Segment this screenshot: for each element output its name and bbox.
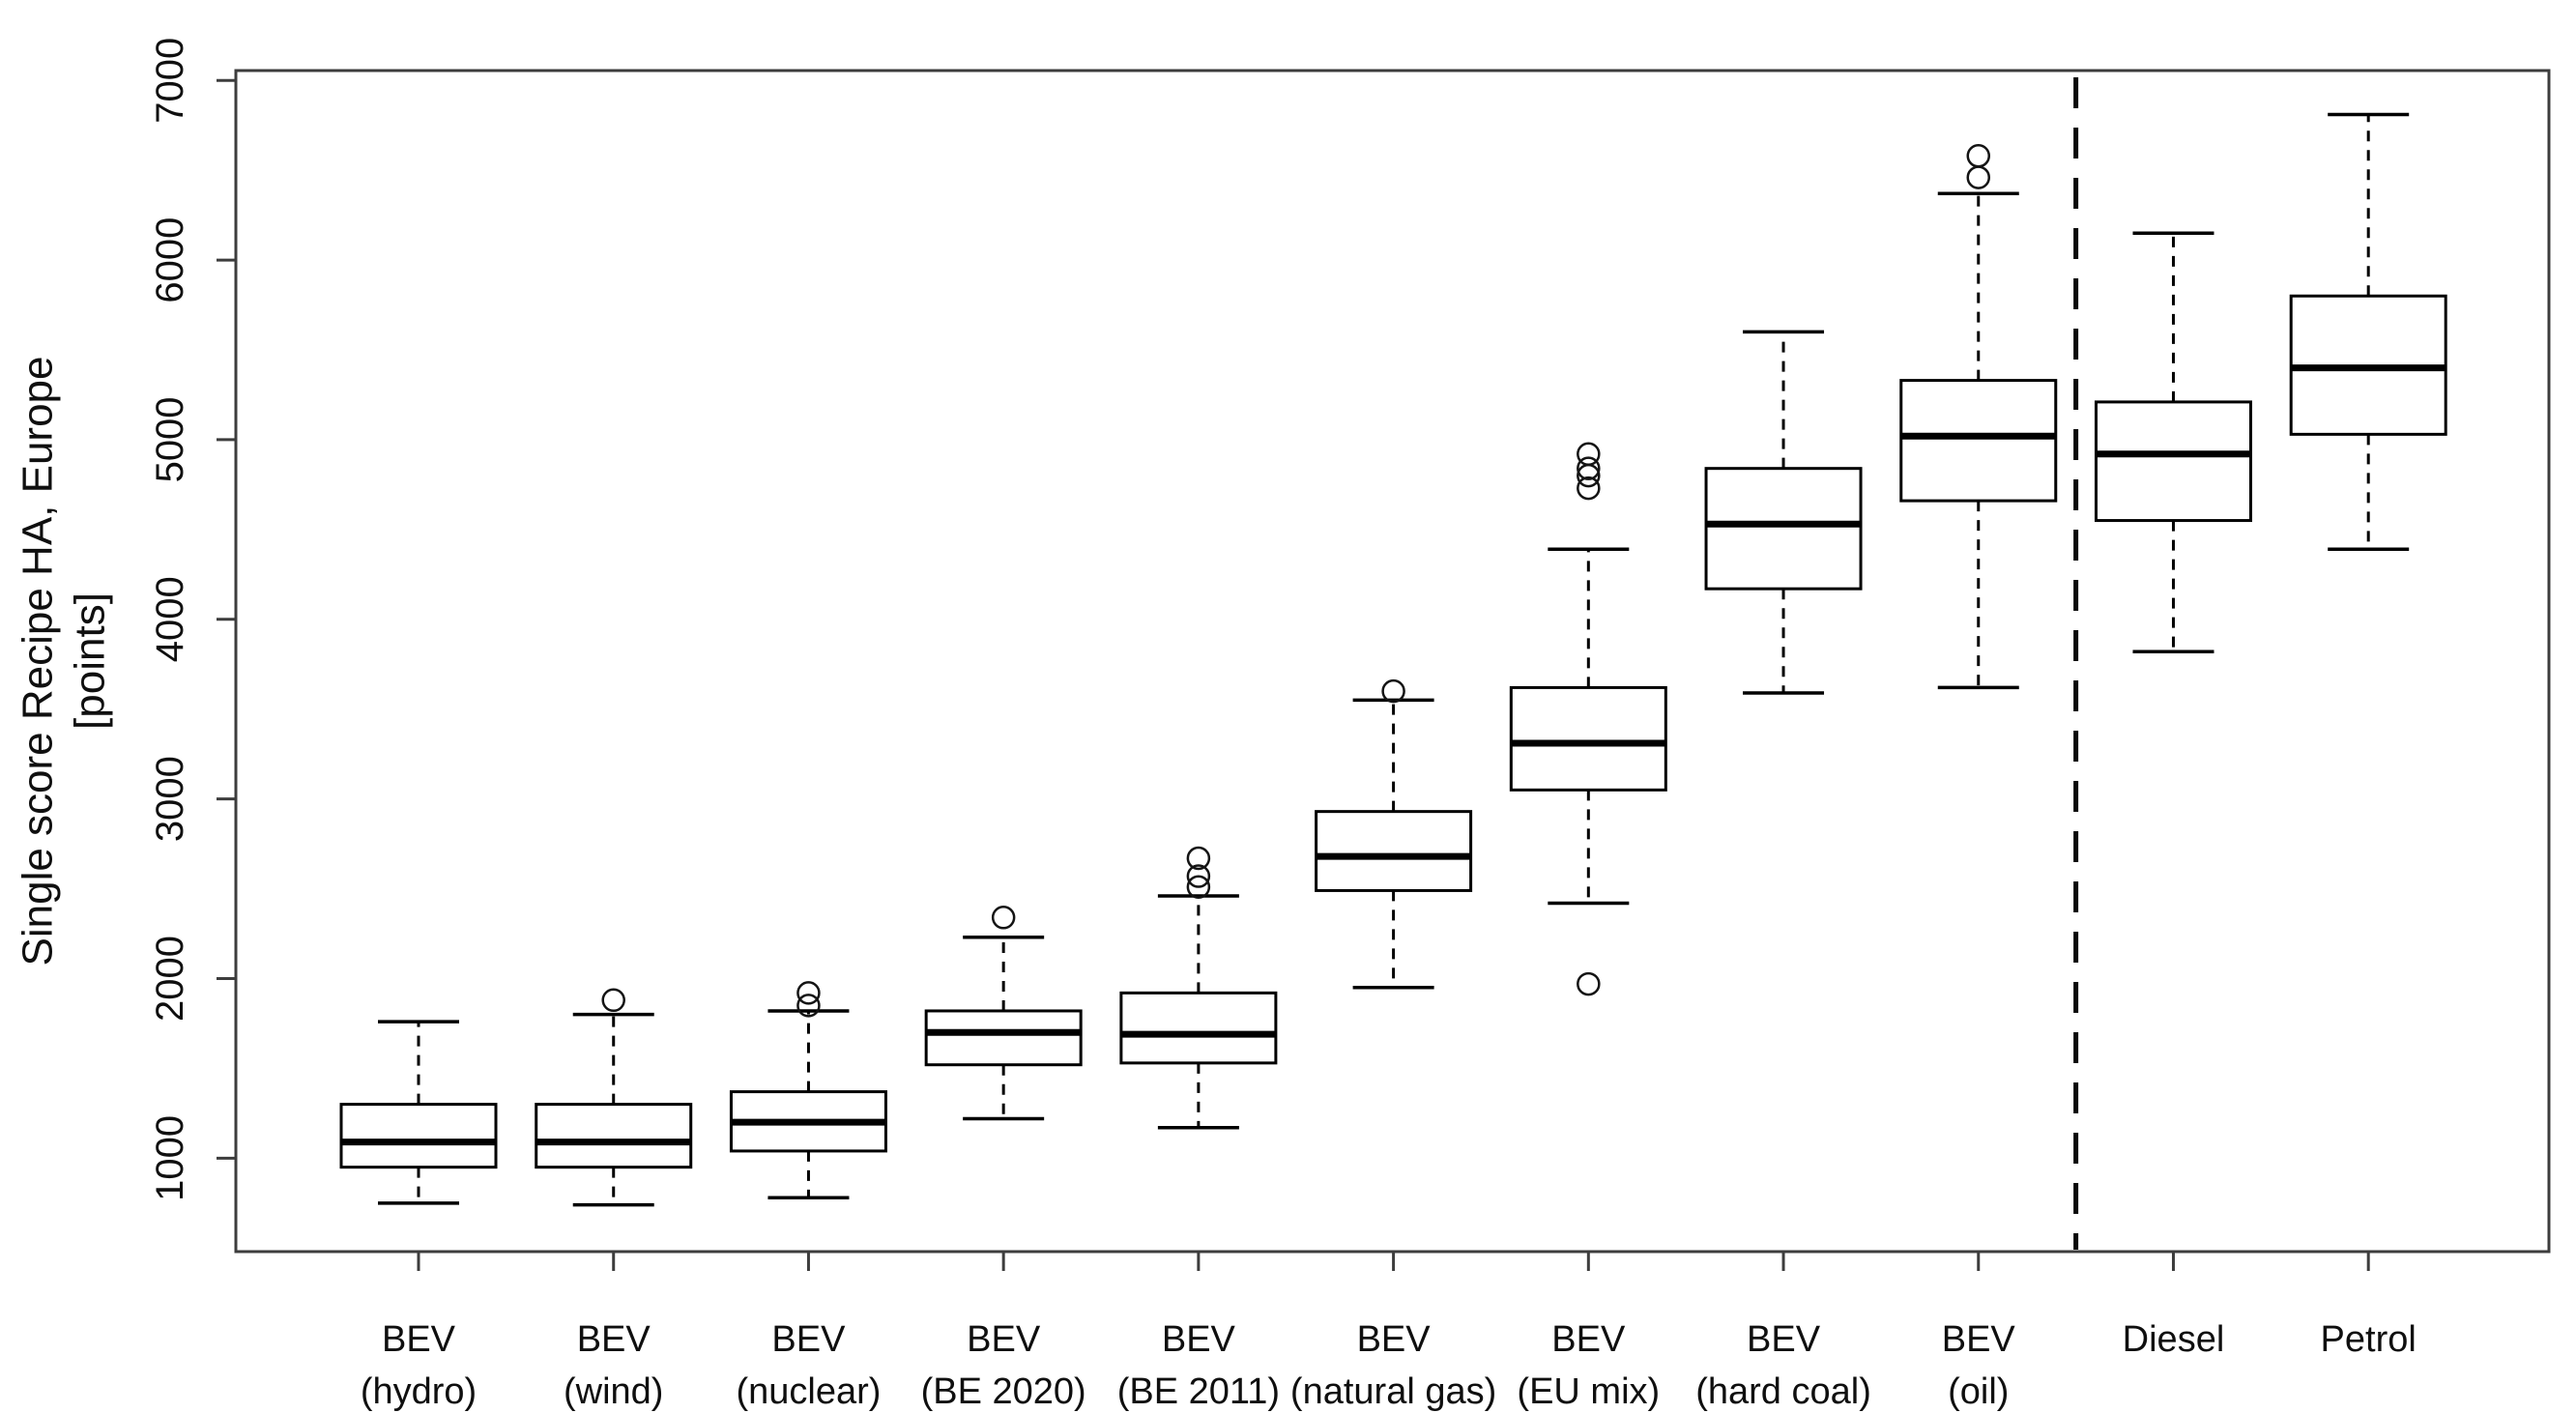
y-tick-label-5000: 5000: [149, 396, 191, 482]
outlier-point: [1381, 678, 1405, 704]
boxplot-bev-nuclear: [729, 981, 887, 1199]
x-tick-label-bev-be-2011: BEV: [1162, 1319, 1236, 1360]
x-tick-label-petrol: Petrol: [2321, 1319, 2417, 1360]
iqr-box: [1704, 467, 1863, 591]
boxplot-bev-be-2011: [1119, 846, 1278, 1130]
y-tick-label-7000: 7000: [149, 38, 191, 124]
x-tick-label2-bev-be-2011: (BE 2011): [1117, 1371, 1280, 1412]
iqr-box: [1119, 991, 1278, 1065]
outlier-point: [796, 981, 821, 1005]
boxplot-bev-hard-coal: [1704, 330, 1863, 695]
boxplot-bev-hydro: [339, 1020, 498, 1205]
x-tick-label2-bev-be-2020: (BE 2020): [921, 1371, 1086, 1412]
outlier-point: [1577, 442, 1601, 467]
y-tick-label-3000: 3000: [149, 756, 191, 842]
x-tick-label2-bev-wind: (wind): [564, 1371, 663, 1412]
outlier-point: [1966, 144, 1991, 168]
outlier-point: [1577, 456, 1601, 480]
outlier-point: [1186, 875, 1211, 899]
outlier-point: [1577, 476, 1601, 501]
boxplot-bev-be-2020: [924, 906, 1083, 1121]
y-tick-label-6000: 6000: [149, 217, 191, 303]
x-tick-label-bev-be-2020: BEV: [967, 1319, 1041, 1360]
x-tick-label-bev-nuclear: BEV: [771, 1319, 846, 1360]
iqr-box: [535, 1103, 693, 1169]
boxplot-bev-oil: [1899, 144, 2058, 690]
outlier-point: [601, 988, 625, 1013]
x-tick-label2-bev-hydro: (hydro): [361, 1371, 477, 1412]
outlier-point: [991, 906, 1016, 930]
iqr-box: [2094, 400, 2252, 523]
x-tick-label-bev-wind: BEV: [577, 1319, 651, 1360]
x-tick-label2-bev-eu-mix: (EU mix): [1517, 1371, 1660, 1412]
x-tick-label2-bev-natural-gas: (natural gas): [1290, 1371, 1496, 1412]
plot-border: [234, 69, 2551, 1254]
outlier-point: [1186, 846, 1211, 871]
outlier-point: [1577, 971, 1601, 996]
iqr-box: [1899, 379, 2058, 503]
y-tick-label-2000: 2000: [149, 936, 191, 1022]
iqr-box: [924, 1009, 1083, 1067]
y-tick-label-4000: 4000: [149, 576, 191, 662]
outlier-point: [796, 994, 821, 1018]
boxplot-petrol: [2289, 112, 2447, 552]
x-tick-label-bev-eu-mix: BEV: [1551, 1319, 1626, 1360]
iqr-box: [339, 1103, 498, 1169]
x-tick-label2-bev-oil: (oil): [1948, 1371, 2009, 1412]
x-tick-label-bev-hard-coal: BEV: [1747, 1319, 1821, 1360]
x-tick-label-bev-hydro: BEV: [382, 1319, 456, 1360]
x-tick-label-bev-oil: BEV: [1942, 1319, 2016, 1360]
y-tick-label-1000: 1000: [149, 1115, 191, 1201]
boxplot-bev-natural-gas: [1315, 678, 1473, 990]
x-tick-label2-bev-nuclear: (nuclear): [736, 1371, 881, 1412]
boxplot-bev-eu-mix: [1509, 442, 1667, 996]
iqr-box: [1315, 810, 1473, 892]
x-tick-label2-bev-hard-coal: (hard coal): [1695, 1371, 1871, 1412]
iqr-box: [1509, 685, 1667, 792]
boxplot-bev-wind: [535, 988, 693, 1207]
x-tick-label-diesel: Diesel: [2123, 1319, 2225, 1360]
outlier-point: [1186, 864, 1211, 888]
outlier-point: [1966, 165, 1991, 189]
x-tick-label-bev-natural-gas: BEV: [1357, 1319, 1432, 1360]
boxplot-diesel: [2094, 231, 2252, 653]
